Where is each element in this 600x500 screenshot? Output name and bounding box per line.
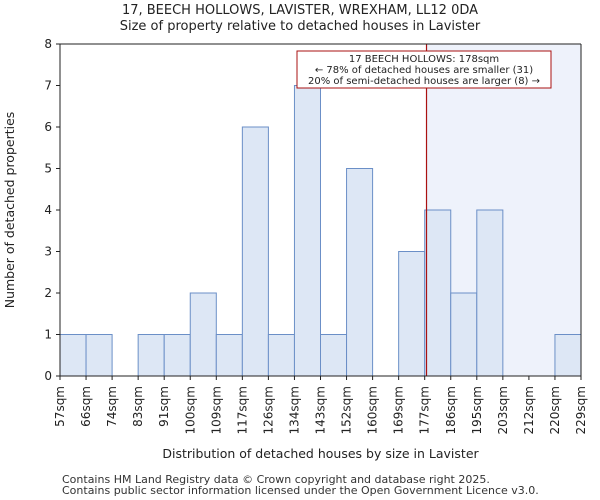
y-tick-label: 5 bbox=[44, 162, 52, 176]
bar-177sqm bbox=[424, 209, 452, 377]
y-tick-label: 8 bbox=[44, 37, 52, 51]
chart-subtitle: Size of property relative to detached ho… bbox=[119, 19, 481, 34]
x-tick-label: 57sqm bbox=[53, 386, 67, 427]
x-tick-label: 160sqm bbox=[366, 386, 380, 434]
chart-title: 17, BEECH HOLLOWS, LAVISTER, WREXHAM, LL… bbox=[121, 3, 479, 18]
bar-143sqm bbox=[320, 334, 348, 377]
annotation-line-2: ← 78% of detached houses are smaller (31… bbox=[315, 65, 533, 76]
x-tick-label: 117sqm bbox=[235, 386, 249, 434]
bar-186sqm bbox=[450, 292, 478, 377]
x-tick-label: 83sqm bbox=[131, 386, 145, 427]
x-tick-label: 100sqm bbox=[183, 386, 197, 434]
bar-83sqm bbox=[137, 334, 165, 377]
x-tick-label: 229sqm bbox=[574, 386, 588, 434]
y-tick-label: 4 bbox=[44, 203, 52, 217]
bar-117sqm bbox=[241, 126, 269, 377]
y-tick-label: 0 bbox=[44, 369, 52, 383]
x-tick-label: 126sqm bbox=[261, 386, 275, 434]
x-tick-label: 109sqm bbox=[209, 386, 223, 434]
bar-220sqm bbox=[554, 334, 582, 377]
y-tick-label: 1 bbox=[44, 328, 52, 342]
y-axis-label: Number of detached properties bbox=[2, 112, 17, 309]
y-tick-label: 3 bbox=[44, 245, 52, 259]
x-tick-label: 220sqm bbox=[548, 386, 562, 434]
bar-57sqm bbox=[59, 334, 87, 377]
x-tick-label: 74sqm bbox=[105, 386, 119, 427]
footer-line-2: Contains public sector information licen… bbox=[62, 484, 539, 497]
bar-126sqm bbox=[267, 334, 295, 377]
bar-169sqm bbox=[398, 251, 426, 377]
bar-195sqm bbox=[476, 209, 504, 377]
x-tick-label: 169sqm bbox=[392, 386, 406, 434]
annotation-line-1: 17 BEECH HOLLOWS: 178sqm bbox=[349, 54, 499, 65]
bar-66sqm bbox=[85, 334, 113, 377]
bar-109sqm bbox=[215, 334, 243, 377]
y-tick-label: 2 bbox=[44, 286, 52, 300]
x-tick-label: 134sqm bbox=[287, 386, 301, 434]
bar-91sqm bbox=[163, 334, 191, 377]
y-tick-label: 7 bbox=[44, 79, 52, 93]
x-tick-label: 177sqm bbox=[418, 386, 432, 434]
x-tick-label: 66sqm bbox=[79, 386, 93, 427]
x-tick-label: 212sqm bbox=[522, 386, 536, 434]
bar-134sqm bbox=[293, 85, 322, 377]
x-axis-label: Distribution of detached houses by size … bbox=[162, 446, 479, 461]
x-tick-label: 152sqm bbox=[340, 386, 354, 434]
x-tick-label: 91sqm bbox=[157, 386, 171, 427]
y-tick-label: 6 bbox=[44, 120, 52, 134]
footer-line-1: Contains HM Land Registry data © Crown c… bbox=[62, 473, 490, 486]
bar-100sqm bbox=[189, 292, 217, 377]
x-tick-label: 186sqm bbox=[444, 386, 458, 434]
annotation-line-3: 20% of semi-detached houses are larger (… bbox=[308, 76, 540, 87]
x-tick-label: 203sqm bbox=[496, 386, 510, 434]
bar-152sqm bbox=[346, 168, 374, 377]
x-tick-label: 143sqm bbox=[314, 386, 328, 434]
x-tick-label: 195sqm bbox=[470, 386, 484, 434]
annotation-box bbox=[296, 50, 552, 89]
